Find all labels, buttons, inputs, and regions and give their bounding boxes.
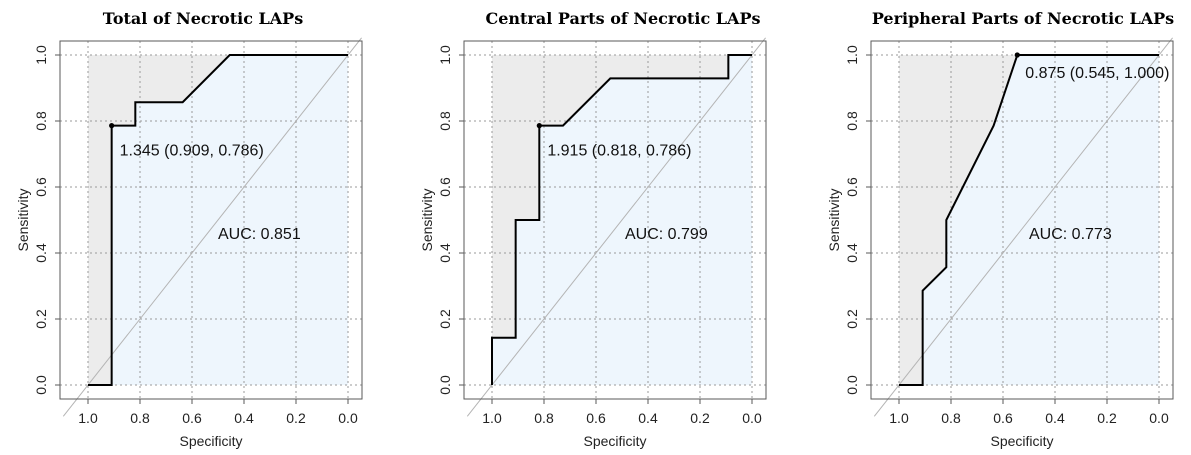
threshold-label: 0.875 (0.545, 1.000)	[1025, 65, 1169, 82]
roc-chart-svg: 0.875 (0.545, 1.000) AUC: 0.773 1.0 0.8 0.6 0…	[826, 9, 1174, 449]
chart-title: Central Parts of Necrotic LAPs	[485, 9, 760, 28]
y-tick-label: 0.0	[844, 375, 860, 395]
x-tick-label: 0.6	[586, 410, 606, 426]
x-tick-label: 1.0	[482, 410, 502, 426]
x-tick-label: 0.0	[742, 410, 762, 426]
y-tick-label: 0.2	[33, 309, 49, 329]
x-tick-label: 0.0	[338, 410, 358, 426]
y-tick-label: 0.4	[33, 243, 49, 263]
roc-chart-svg: 1.345 (0.909, 0.786) AUC: 0.851 1.0 0.8 0.6 0…	[15, 9, 363, 449]
auc-label: AUC: 0.799	[625, 226, 708, 243]
chart-title: Total of Necrotic LAPs	[103, 9, 303, 28]
plot-frame	[870, 40, 1174, 400]
y-tick-label: 0.6	[844, 177, 860, 197]
threshold-point	[109, 123, 115, 129]
chart-title: Peripheral Parts of Necrotic LAPs	[872, 9, 1174, 28]
roc-curve-line	[88, 54, 348, 386]
roc-panel-peripheral: 0.875 (0.545, 1.000) AUC: 0.773 1.0 0.8 0.6 0…	[794, 0, 1191, 455]
y-tick-label: 0.2	[437, 309, 453, 329]
y-axis-label: Sensitivity	[826, 188, 842, 251]
threshold-point	[536, 123, 542, 129]
y-tick-label: 0.2	[844, 309, 860, 329]
auc-label: AUC: 0.773	[1029, 226, 1112, 243]
diagonal-reference-line	[62, 37, 362, 417]
y-tick-label: 1.0	[437, 45, 453, 65]
y-tick-label: 0.8	[437, 111, 453, 131]
y-tick-label: 0.8	[33, 111, 49, 131]
x-axis-label: Specificity	[990, 433, 1053, 449]
diagonal-reference-line	[466, 37, 766, 417]
y-tick-label: 0.4	[844, 243, 860, 263]
x-tick-label: 0.8	[534, 410, 554, 426]
threshold-label: 1.915 (0.818, 0.786)	[547, 143, 691, 160]
x-tick-label: 0.8	[130, 410, 150, 426]
y-tick-label: 0.8	[844, 111, 860, 131]
auc-label: AUC: 0.851	[218, 226, 301, 243]
plot-frame	[463, 40, 767, 400]
x-tick-label: 0.2	[286, 410, 306, 426]
x-tick-label: 0.6	[993, 410, 1013, 426]
x-axis-label: Specificity	[179, 433, 242, 449]
threshold-point	[1014, 52, 1020, 58]
diagonal-reference-line	[873, 37, 1173, 417]
roc-chart-svg: 1.915 (0.818, 0.786) AUC: 0.799 1.0 0.8 0.6 0…	[419, 9, 767, 449]
y-tick-label: 0.4	[437, 243, 453, 263]
x-axis-label: Specificity	[583, 433, 646, 449]
x-tick-label: 0.6	[182, 410, 202, 426]
x-tick-label: 0.2	[1097, 410, 1117, 426]
y-tick-label: 0.0	[437, 375, 453, 395]
plot-frame	[59, 40, 363, 400]
y-tick-label: 0.6	[33, 177, 49, 197]
y-tick-label: 1.0	[33, 45, 49, 65]
x-tick-label: 0.2	[690, 410, 710, 426]
x-tick-label: 0.8	[941, 410, 961, 426]
y-tick-label: 1.0	[844, 45, 860, 65]
y-tick-label: 0.0	[33, 375, 49, 395]
threshold-label: 1.345 (0.909, 0.786)	[120, 143, 264, 160]
x-tick-label: 0.4	[234, 410, 254, 426]
x-tick-label: 0.4	[638, 410, 658, 426]
roc-panel-total: 1.345 (0.909, 0.786) AUC: 0.851 1.0 0.8 0.6 0…	[0, 0, 397, 455]
y-tick-label: 0.6	[437, 177, 453, 197]
y-axis-label: Sensitivity	[419, 188, 435, 251]
x-tick-label: 0.0	[1149, 410, 1169, 426]
x-tick-label: 1.0	[889, 410, 909, 426]
roc-curve-line	[899, 54, 1159, 386]
roc-panel-central: 1.915 (0.818, 0.786) AUC: 0.799 1.0 0.8 0.6 0…	[397, 0, 794, 455]
x-tick-label: 0.4	[1045, 410, 1065, 426]
x-tick-label: 1.0	[78, 410, 98, 426]
y-axis-label: Sensitivity	[15, 188, 31, 251]
